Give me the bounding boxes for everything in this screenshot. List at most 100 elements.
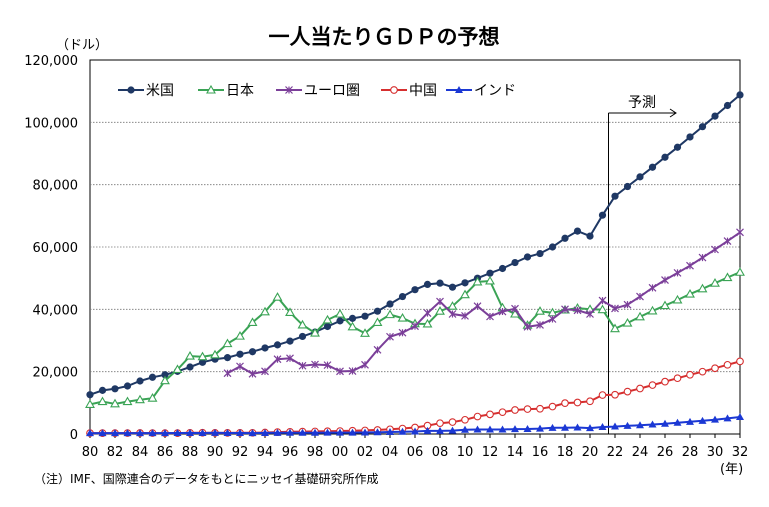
data-point — [135, 394, 145, 404]
data-point — [685, 288, 695, 298]
data-point — [536, 424, 544, 432]
data-point — [510, 308, 520, 318]
data-point — [373, 345, 382, 354]
data-point — [248, 369, 257, 378]
data-point — [597, 304, 608, 314]
data-point — [611, 390, 619, 399]
forecast-arrow — [608, 108, 677, 118]
data-point — [736, 413, 744, 421]
data-point — [361, 312, 369, 320]
data-point — [261, 428, 269, 436]
data-point — [573, 423, 582, 431]
data-point — [297, 319, 308, 329]
data-point — [586, 424, 594, 432]
data-point — [385, 309, 395, 319]
y-tick-label: 80,000 — [33, 179, 79, 194]
data-point — [435, 306, 445, 315]
data-point — [548, 423, 557, 431]
data-point — [711, 364, 719, 373]
data-point — [448, 426, 457, 434]
data-point — [636, 292, 644, 301]
data-point — [260, 306, 270, 316]
data-point — [523, 405, 532, 413]
data-point — [248, 429, 257, 437]
x-tick-label: 98 — [307, 445, 324, 460]
grid-lines — [90, 121, 740, 373]
data-point — [673, 418, 682, 426]
y-tick-label: 120,000 — [24, 54, 78, 69]
series-インド — [86, 413, 744, 437]
x-tick-label: 08 — [432, 445, 449, 460]
legend-item: インド — [446, 83, 516, 99]
data-point — [697, 283, 708, 293]
data-point — [386, 300, 394, 308]
forecast-annotation: 予測 — [608, 95, 677, 434]
data-point — [448, 418, 457, 426]
data-point — [286, 337, 294, 345]
data-point — [236, 362, 244, 371]
data-point — [623, 421, 632, 429]
x-tick-label: 16 — [532, 445, 549, 460]
data-point — [336, 317, 344, 325]
x-tick-label: 04 — [382, 445, 399, 460]
data-point — [222, 338, 233, 348]
data-point — [323, 322, 332, 331]
data-point — [348, 314, 357, 322]
data-point — [335, 308, 345, 318]
data-point — [661, 276, 669, 284]
y-tick-label: 40,000 — [33, 303, 79, 318]
data-point — [161, 371, 169, 379]
x-tick-label: 18 — [557, 445, 574, 460]
data-point — [448, 310, 457, 318]
x-tick-label: 92 — [232, 445, 249, 460]
data-point — [672, 294, 683, 304]
data-point — [261, 344, 269, 352]
data-point — [486, 425, 494, 433]
data-point — [423, 309, 432, 317]
data-point — [598, 296, 607, 305]
y-tick-label: 20,000 — [33, 366, 79, 381]
data-point — [336, 428, 344, 436]
data-point — [298, 332, 307, 341]
x-axis-unit: (年) — [720, 462, 743, 477]
data-point — [598, 422, 607, 430]
x-axis-ticks: 80 82 84 86 88 90 92 94 96 98 00 02 04 06 08 10 12 14 16 18… — [82, 434, 748, 460]
legend: 米国 日本 ユーロ圏 中国 インド — [118, 83, 516, 99]
data-point — [648, 381, 657, 389]
x-tick-label: 84 — [132, 445, 149, 460]
data-point — [223, 354, 232, 362]
data-point — [311, 360, 319, 369]
chart-title: 一人当たりＧＤＰの予想 — [269, 25, 500, 49]
data-point — [661, 419, 669, 427]
data-point — [197, 351, 208, 361]
data-point — [386, 428, 394, 436]
data-point — [723, 237, 732, 246]
data-point — [110, 398, 120, 408]
data-point — [598, 391, 607, 399]
data-point — [548, 243, 557, 251]
data-point — [635, 311, 645, 321]
data-point — [661, 377, 669, 386]
data-point — [322, 314, 333, 324]
data-point — [586, 232, 594, 240]
data-point — [136, 429, 144, 437]
data-point — [648, 420, 657, 428]
data-point — [411, 286, 419, 294]
legend-item: 米国 — [118, 83, 174, 99]
legend-label: 米国 — [146, 83, 174, 99]
x-tick-label: 80 — [82, 445, 99, 460]
legend-label: 日本 — [226, 83, 254, 99]
data-point — [397, 312, 408, 322]
data-point — [411, 322, 419, 331]
data-point — [136, 377, 144, 385]
y-axis-unit: （ドル） — [56, 38, 108, 53]
data-point — [347, 321, 358, 331]
data-point — [436, 297, 444, 306]
data-point — [511, 304, 519, 313]
data-point — [636, 173, 644, 181]
data-point — [486, 269, 494, 277]
data-point — [390, 86, 398, 94]
data-point — [698, 367, 707, 376]
data-point — [498, 264, 507, 273]
data-point — [461, 415, 469, 424]
